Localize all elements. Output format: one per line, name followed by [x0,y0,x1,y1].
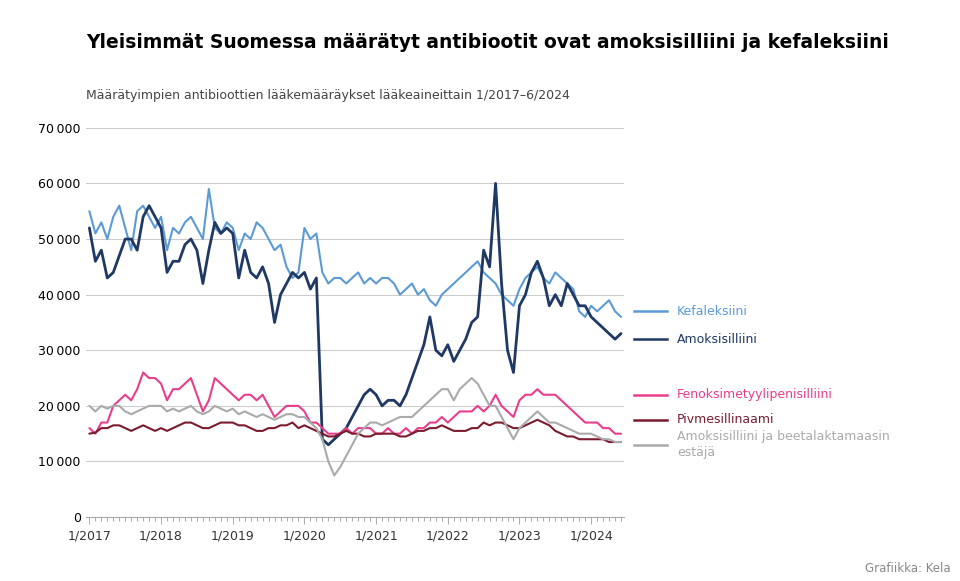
Text: Yleisimmät Suomessa määrätyt antibiootit ovat amoksisilliini ja kefaleksiini: Yleisimmät Suomessa määrätyt antibiootit… [86,33,889,52]
Text: Amoksisilliini: Amoksisilliini [677,333,757,346]
Text: Kefaleksiini: Kefaleksiini [677,305,748,318]
Text: Määrätyimpien antibioottien lääkemääräykset lääkeaineittain 1/2017–6/2024: Määrätyimpien antibioottien lääkemääräyk… [86,89,570,102]
Text: Amoksisilliini ja beetalaktamaasin
estäjä: Amoksisilliini ja beetalaktamaasin estäj… [677,431,890,460]
Text: Grafiikka: Kela: Grafiikka: Kela [865,562,950,575]
Text: Fenoksimetyylipenisilliini: Fenoksimetyylipenisilliini [677,388,832,401]
Text: Pivmesillinaami: Pivmesillinaami [677,413,775,426]
